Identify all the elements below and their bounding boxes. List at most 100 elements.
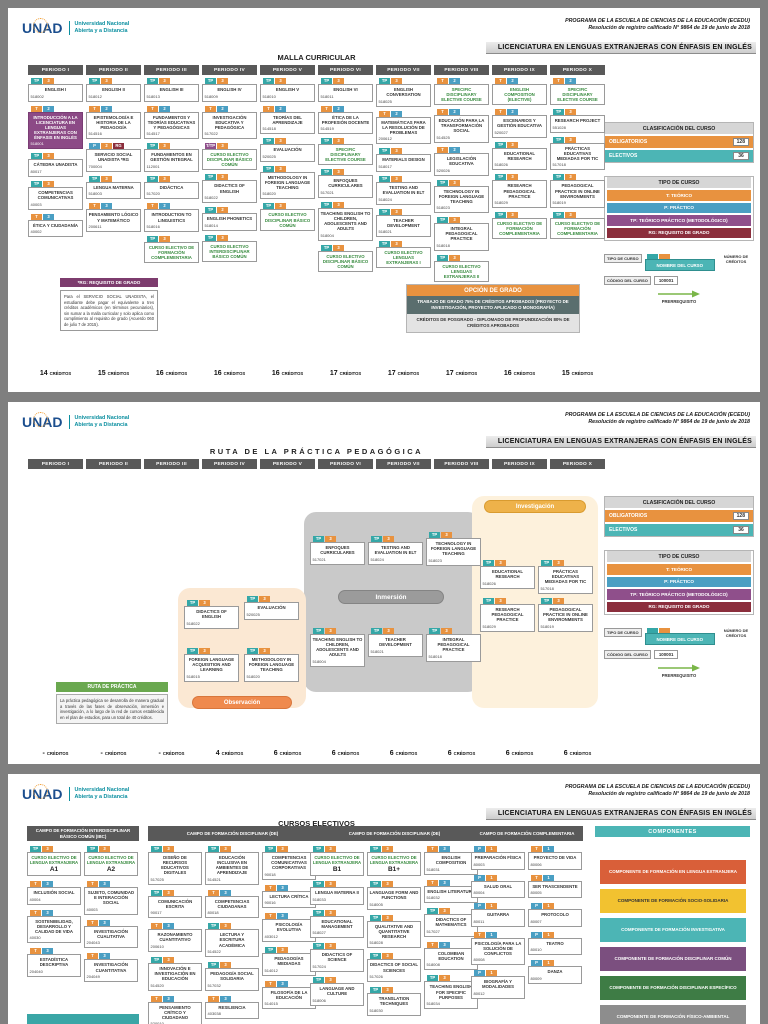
course-code: 518021 <box>370 648 384 654</box>
course-name: SALUD ORAL <box>483 883 513 889</box>
course-card: TP 3 CURSO ELECTIVO DE FORMACIÓN COMPLEMEN… <box>144 236 199 264</box>
componente-bar: COMPONENTE DE FORMACIÓN DISCIPLINAR COMÚ… <box>600 947 746 971</box>
course-type-tabs: TP 3 <box>321 169 373 176</box>
course-card-body: SOSTENIBILIDAD, DESARROLLO Y CALIDAD DE … <box>27 915 81 944</box>
course-code: 517022 <box>204 131 218 137</box>
course-card-body: ENGLISH I 518002 <box>28 84 83 102</box>
course-credits-tab: 3 <box>42 909 53 916</box>
course-type-tab: TP <box>321 138 332 145</box>
course-type-tab: TP <box>427 908 438 915</box>
course-card: TP 3 CÁTEDRA UNADISTA 80017 <box>28 153 83 177</box>
sun-icon <box>33 412 48 427</box>
course-card-body: CURSO ELECTIVO DE LENGUA EXTRANJERA A2 <box>84 852 138 877</box>
course-card-body: SPECIFIC DISCIPLINARY ELECTIVE COURSE <box>550 84 605 106</box>
course-card-body: TEATRO 80010 <box>528 937 582 956</box>
course-card: P 1 PREPARACIÓN FÍSICA 80003 <box>471 846 525 870</box>
degree-title-bar: LICENCIATURA EN LENGUAS EXTRANJERAS CON … <box>486 42 756 54</box>
course-code: 518009 <box>204 93 218 99</box>
course-code: 520010 <box>150 1021 164 1024</box>
course-card-body: COMPETENCIAS CIUDADANAS 80018 <box>205 895 259 919</box>
course-credits-tab: 3 <box>391 208 402 215</box>
course-name: ENFOQUES CURRICULARES <box>328 178 363 189</box>
elective-column: TP 3 CURSO ELECTIVO DE LENGUA EXTRANJERA B1… <box>367 846 421 1016</box>
course-name: CURSO ELECTIVO DE LENGUA EXTRANJERA <box>312 855 362 866</box>
course-type-tab: TP <box>151 846 162 852</box>
elective-column: TP 3 COMPETENCIAS COMUNICATIVAS CORPORATIV… <box>262 846 316 1010</box>
sun-icon <box>33 18 48 33</box>
period-header: PERIODO V <box>260 459 315 469</box>
course-credits-tab: 3 <box>439 846 450 852</box>
elective-column: P 1 PREPARACIÓN FÍSICA 80003 P 1 SALUD ORAL 800… <box>471 846 525 999</box>
course-credits-tab: 2 <box>391 110 402 117</box>
course-card: T 3 INCLUSIÓN SOCIAL 40004 <box>27 881 81 905</box>
course-name: EDUCACIÓN INCLUSIVA EN AMBIENTES DE APRE… <box>215 855 249 876</box>
course-name: ENGLISH PHONETICS <box>206 216 253 222</box>
course-type-tab: TP <box>208 923 219 930</box>
course-code: 514522 <box>207 949 221 955</box>
course-card: P 1 TEATRO 80010 <box>528 931 582 956</box>
course-type-tab: TP <box>30 846 41 852</box>
course-credits-tab: 3 <box>333 138 344 145</box>
course-card: T 3 ENGLISH LITERATURE 518032 <box>424 879 478 904</box>
prerequisite-arrow-icon <box>658 664 700 672</box>
course-card-body: PEDAGOGICAL PRACTICE IN ONLINE ENVIRONME… <box>538 604 593 632</box>
course-credits-tab: 3 <box>259 596 270 602</box>
course-classification-box: CLASIFICACIÓN DEL CURSO OBLIGATORIOS 128… <box>604 122 754 163</box>
course-name: PEDAGOGICAL PRACTICE IN ONLINE ENVIRONME… <box>555 183 600 199</box>
course-card-body: CURSO ELECTIVO LENGUAS EXTRANJERAS II <box>434 260 489 283</box>
course-credits-tab: 1 <box>543 903 554 910</box>
course-card: TP 3 EVALUACIÓN 520025 <box>260 138 315 162</box>
course-type-tabs: TP 3 <box>151 846 202 852</box>
period-header: PERIODO X <box>550 459 605 469</box>
course-credits-tab: 3 <box>220 995 231 1002</box>
course-card: T 3 ENGLISH COMPOSITION 518031 <box>424 846 478 875</box>
university-name-line2: Abierta y a Distancia <box>74 794 128 800</box>
course-card: TP 3 COMPETENCIAS COMUNICATIVAS CORPORATIV… <box>262 846 316 880</box>
course-card-body: ENGLISH LITERATURE 518032 <box>424 885 478 904</box>
course-type-tab: TP <box>147 175 158 182</box>
ruta-practica-title: RUTA DE PRÁCTICA <box>56 682 168 692</box>
course-type-tab: TP <box>205 207 216 214</box>
course-name: FUNDAMENTOS Y TEORÍAS EDUCATIVAS Y PEDAG… <box>147 114 196 130</box>
course-name: TEACHING ENGLISH FOR SPECIFIC PURPOSES <box>429 984 473 1000</box>
course-card-body: INVESTIGACIÓN EDUCATIVA Y PEDAGÓGICA 5170… <box>202 111 257 140</box>
course-card-body: FOREIGN LANGUAGE ACQUISITION AND LEARNIN… <box>184 654 239 682</box>
course-name: SUJETO, COMUNIDAD E INTERACCIÓN SOCIAL <box>87 890 135 906</box>
course-credits-tab: 3 <box>99 953 110 960</box>
course-card: TP 3 CURSO ELECTIVO DISCIPLINAR BÁSICO COM… <box>260 203 315 231</box>
course-credits-tab: 2 <box>507 109 518 116</box>
course-name: PREPARACIÓN FÍSICA <box>474 855 522 860</box>
course-card-body: LENGUA MATERNA 518003 <box>86 181 141 200</box>
period-column: TP 3 ENGLISH I 518002 T 2 INTRODUCCIÓN A LA LI… <box>28 78 83 238</box>
course-type-tabs: TP 3 <box>553 109 605 116</box>
course-card-body: LECTURA CRÍTICA 90016 <box>262 890 316 909</box>
course-type-tab: T <box>147 105 158 112</box>
course-card: P 1 DANZA 80009 <box>528 960 582 984</box>
course-type-tabs: TP 3 <box>370 846 421 852</box>
course-type-tab: T <box>495 109 506 116</box>
legend-course-name: NOMBRE DEL CURSO <box>644 633 715 645</box>
course-type-tabs: TP 3 <box>483 598 535 604</box>
course-credits-tab: 3 <box>43 78 54 84</box>
course-type-tab: TP <box>437 254 448 261</box>
course-card-body: ENGLISH IV 518009 <box>202 84 257 102</box>
course-credits-tab: 3 <box>163 923 174 930</box>
period-column: T 2 SPECIFIC DISCIPLINARY ELECTIVE COURSE T… <box>434 78 489 283</box>
course-card: TP 3 EDUCATIONAL RESEARCH 518026 <box>480 560 535 589</box>
course-type-tab: TP <box>321 202 332 208</box>
section-divider-bar <box>27 1014 139 1024</box>
period-column: TP 3 ENGLISH V 518010 T 2 TEORÍAS DEL APRENDIZ… <box>260 78 315 231</box>
page-malla-curricular: UNAD Universidad Nacional Abierta y a Di… <box>8 8 760 392</box>
course-card: TP 3 ENGLISH IV 518009 <box>202 78 257 102</box>
course-name: RESEARCH PEDAGOGICAL PRACTICE <box>503 183 536 199</box>
degree-title: LICENCIATURA EN LENGUAS EXTRANJERAS CON … <box>497 810 752 817</box>
credits-word: CRÉDITOS <box>511 751 534 756</box>
course-type-tabs: TP 3 <box>313 881 364 888</box>
course-card: T 2 MATEMÁTICAS PARA LA RESOLUCIÓN DE PROB… <box>376 110 431 145</box>
course-code: 517027 <box>426 928 440 934</box>
course-credits-tab: 3 <box>277 980 288 987</box>
